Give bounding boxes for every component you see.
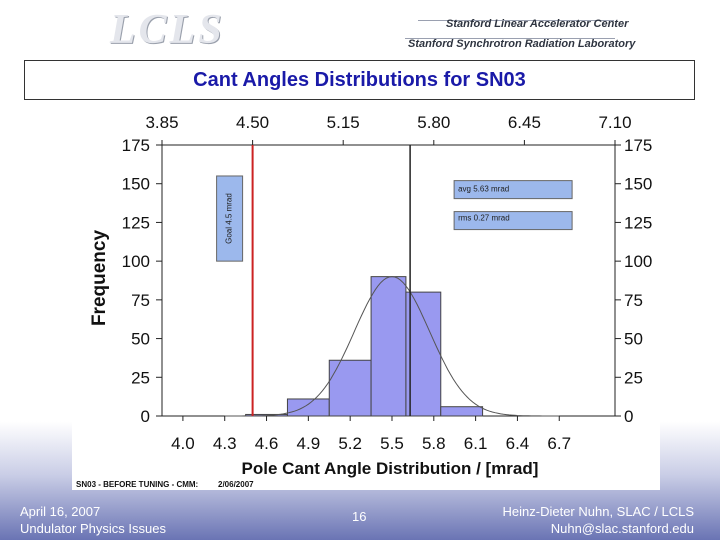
y-tick-label-left: 150	[122, 175, 150, 194]
y-tick-label-left: 25	[131, 368, 150, 387]
histogram-bar	[440, 406, 484, 417]
avg-label: avg 5.63 mrad	[458, 185, 509, 194]
bottom-tick-label: 6.4	[506, 434, 530, 453]
histogram-chart: 0 0 25 25 50 50 75 75 100 100 125 125 150 150 175 175 3.…	[72, 108, 660, 490]
y-tick-label-left: 100	[122, 252, 150, 271]
chart-svg: 0 0 25 25 50 50 75 75 100 100 125 125 150 150 175 175 3.…	[76, 113, 652, 489]
y-tick-label-left: 75	[131, 291, 150, 310]
y-tick-label-right: 125	[624, 213, 652, 232]
footer-date: April 16, 2007	[20, 504, 101, 519]
y-tick-label-right: 0	[624, 407, 633, 426]
header-rule-bottom	[405, 38, 615, 39]
footer-event: Undulator Physics Issues	[20, 521, 166, 536]
top-tick-label: 4.50	[236, 113, 269, 132]
y-axis-label: Frequency	[89, 230, 110, 327]
y-tick-label-right: 75	[624, 291, 643, 310]
y-tick-label-right: 25	[624, 368, 643, 387]
bottom-tick-label: 6.1	[464, 434, 488, 453]
ssrl-label: Stanford Synchrotron Radiation Laborator…	[408, 38, 636, 50]
bottom-tick-label: 4.3	[213, 434, 237, 453]
lcls-logo: LCLS	[110, 7, 225, 53]
top-tick-label: 6.45	[508, 113, 541, 132]
histogram-bar	[405, 291, 442, 417]
goal-label-box	[216, 175, 244, 262]
y-tick-label-left: 0	[141, 407, 150, 426]
y-tick-label-right: 150	[624, 175, 652, 194]
y-tick-label-left: 175	[122, 136, 150, 155]
slide-title: Cant Angles Distributions for SN03	[24, 60, 695, 100]
slac-label: Stanford Linear Accelerator Center	[446, 18, 629, 30]
footer-author: Heinz-Dieter Nuhn, SLAC / LCLS	[502, 504, 694, 519]
avg-label-box	[453, 180, 573, 200]
x-axis-label: Pole Cant Angle Distribution / [mrad]	[242, 459, 539, 478]
top-tick-label: 7.10	[598, 113, 631, 132]
footer-email: Nuhn@slac.stanford.edu	[550, 521, 694, 536]
footnote: SN03 - BEFORE TUNING - CMM:	[76, 480, 198, 489]
bottom-tick-label: 5.2	[338, 434, 362, 453]
goal-label: Goal 4.5 mrad	[225, 193, 234, 244]
bottom-tick-label: 5.5	[380, 434, 404, 453]
page-number: 16	[352, 509, 367, 524]
histogram-bar	[370, 276, 407, 417]
bottom-tick-label: 6.7	[547, 434, 571, 453]
histogram-bar	[328, 359, 372, 417]
bottom-tick-label: 5.8	[422, 434, 446, 453]
gaussian-fit-curve	[224, 276, 560, 417]
footnote-date: 2/06/2007	[218, 480, 254, 489]
y-tick-label-right: 175	[624, 136, 652, 155]
rms-label-box	[453, 211, 573, 231]
bottom-tick-label: 4.6	[255, 434, 279, 453]
y-tick-label-right: 50	[624, 330, 643, 349]
histogram-bar	[286, 398, 330, 417]
header-rule-top	[418, 20, 614, 21]
bottom-tick-label: 4.9	[297, 434, 321, 453]
top-tick-label: 3.85	[145, 113, 178, 132]
rms-label: rms 0.27 mrad	[458, 214, 510, 223]
top-tick-label: 5.15	[327, 113, 360, 132]
top-tick-label: 5.80	[417, 113, 450, 132]
y-tick-label-right: 100	[624, 252, 652, 271]
y-tick-label-left: 125	[122, 213, 150, 232]
bottom-tick-label: 4.0	[171, 434, 195, 453]
y-tick-label-left: 50	[131, 330, 150, 349]
